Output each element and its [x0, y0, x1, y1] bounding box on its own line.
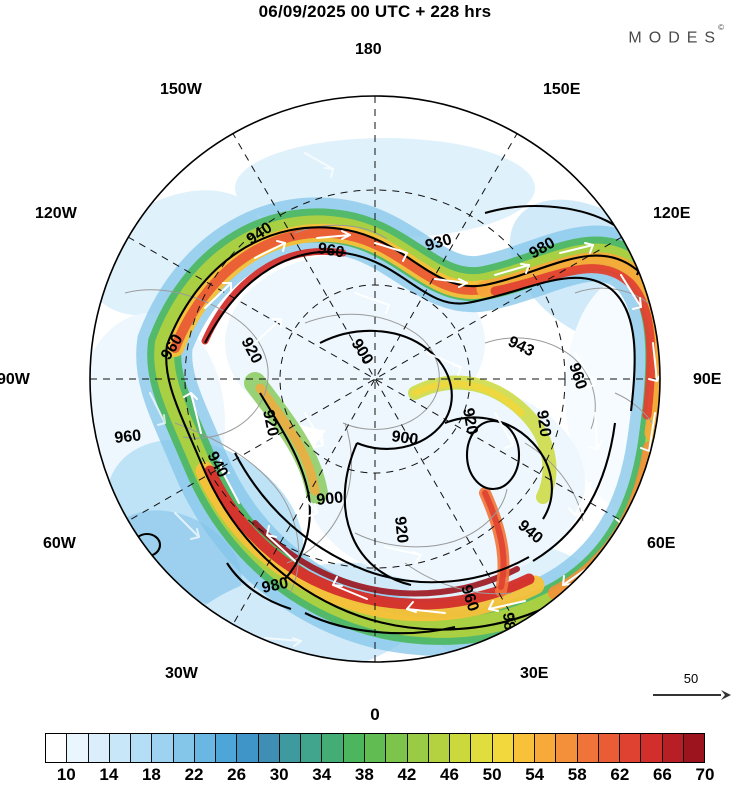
svg-text:920: 920 — [391, 516, 411, 544]
colorbar-tick-70: 70 — [695, 765, 715, 784]
colorbar-cell-14 — [343, 734, 365, 762]
colorbar-cell-30 — [683, 734, 705, 762]
colorbar-tick-34: 34 — [312, 765, 332, 784]
lon-label-180: 180 — [355, 41, 382, 58]
colorbar-tick-10: 10 — [56, 765, 76, 784]
colorbar-cell-9 — [237, 734, 259, 762]
lon-label-60w: 60W — [43, 535, 76, 552]
colorbar-tick-38: 38 — [354, 765, 374, 784]
colorbar-tick-50: 50 — [482, 765, 502, 784]
colorbar-cell-2 — [88, 734, 110, 762]
lon-label-60e: 60E — [647, 535, 676, 552]
lon-label-90w: 90W — [0, 371, 30, 388]
colorbar-tick-18: 18 — [141, 765, 161, 784]
colorbar-tick-22: 22 — [184, 765, 204, 784]
vector-scale-arrow-icon — [653, 690, 731, 700]
colorbar-cell-7 — [194, 734, 217, 762]
colorbar-cell-19 — [450, 734, 472, 762]
svg-text:900: 900 — [390, 428, 419, 449]
brand-text: MODES — [628, 29, 723, 47]
modes-logo: MODES© — [628, 23, 728, 47]
lon-label-150w: 150W — [160, 81, 202, 98]
colorbar-tick-labels: 10 14 18 22 26 30 34 38 42 46 50 54 58 62 66 70 — [45, 765, 715, 789]
colorbar-cell-24 — [556, 734, 578, 762]
svg-text:980: 980 — [260, 575, 290, 597]
lon-label-0: 0 — [370, 705, 380, 724]
lon-label-120w: 120W — [35, 205, 77, 222]
colorbar-cell-17 — [407, 734, 429, 762]
colorbar-cell-8 — [216, 734, 238, 762]
colorbar-tick-46: 46 — [440, 765, 459, 784]
colorbar-cell-0 — [46, 734, 68, 762]
colorbar-tick-26: 26 — [227, 765, 247, 784]
colorbar-cell-21 — [492, 734, 514, 762]
colorbar-cell-23 — [535, 734, 557, 762]
map-field-layer: 940 960 930 980 920 960 920 943 960 900 … — [90, 96, 660, 662]
colorbar-cells[interactable] — [45, 733, 705, 763]
wind-vectors — [149, 152, 660, 647]
vector-scale-legend: 50 — [645, 672, 737, 702]
colorbar[interactable]: 10 14 18 22 26 30 34 38 42 46 50 54 58 62 66 70 — [45, 733, 715, 789]
colorbar-tick-58: 58 — [567, 765, 587, 784]
colorbar-cell-5 — [152, 734, 174, 762]
colorbar-tick-42: 42 — [397, 765, 417, 784]
lon-label-30e: 30E — [520, 665, 549, 682]
svg-text:920: 920 — [459, 407, 480, 436]
colorbar-cell-29 — [662, 734, 684, 762]
colorbar-cell-16 — [386, 734, 408, 762]
svg-text:930: 930 — [423, 231, 453, 255]
svg-text:960: 960 — [114, 427, 142, 447]
colorbar-cell-12 — [301, 734, 323, 762]
colorbar-cell-27 — [620, 734, 642, 762]
copyright-mark: © — [718, 23, 724, 32]
globe-outline — [89, 95, 661, 663]
lon-label-90e: 90E — [693, 371, 722, 388]
colorbar-cell-10 — [258, 734, 280, 762]
colorbar-cell-11 — [279, 734, 302, 762]
colorbar-cell-26 — [598, 734, 621, 762]
lon-label-120e: 120E — [653, 205, 691, 222]
colorbar-cell-25 — [577, 734, 599, 762]
colorbar-tick-14: 14 — [99, 765, 119, 784]
colorbar-cell-28 — [641, 734, 663, 762]
vector-scale-value: 50 — [683, 671, 699, 686]
colorbar-cell-3 — [109, 734, 132, 762]
lon-label-30w: 30W — [165, 665, 198, 682]
colorbar-tick-62: 62 — [610, 765, 630, 784]
colorbar-cell-6 — [173, 734, 195, 762]
coastlines — [124, 224, 660, 595]
colorbar-tick-54: 54 — [525, 765, 545, 784]
colorbar-cell-4 — [131, 734, 153, 762]
colorbar-cell-15 — [364, 734, 387, 762]
svg-text:920: 920 — [259, 408, 281, 438]
colorbar-cell-13 — [322, 734, 344, 762]
svg-text:900: 900 — [316, 489, 344, 509]
colorbar-tick-30: 30 — [269, 765, 289, 784]
lon-label-150e: 150E — [543, 81, 581, 98]
colorbar-cell-22 — [513, 734, 536, 762]
colorbar-cell-20 — [471, 734, 493, 762]
page-title: 06/09/2025 00 UTC + 228 hrs — [258, 2, 492, 21]
polar-map[interactable]: 940 960 930 980 920 960 920 943 960 900 … — [0, 41, 721, 682]
map-canvas: 940 960 930 980 920 960 920 943 960 900 … — [89, 95, 661, 663]
colorbar-cell-18 — [428, 734, 451, 762]
svg-text:960: 960 — [316, 240, 345, 261]
colorbar-cell-1 — [67, 734, 89, 762]
colorbar-tick-66: 66 — [652, 765, 672, 784]
svg-text:920: 920 — [533, 409, 554, 438]
